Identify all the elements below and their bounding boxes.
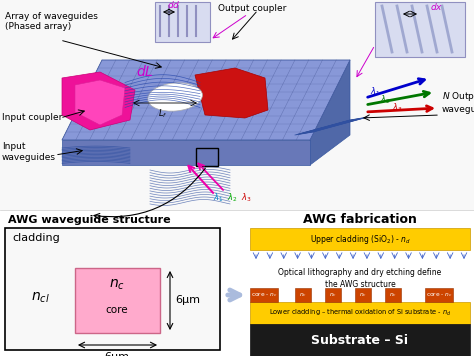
Bar — [196, 148, 218, 166]
Text: Input
waveguides: Input waveguides — [2, 142, 56, 162]
Text: $n_c$: $n_c$ — [329, 291, 337, 299]
Polygon shape — [195, 68, 268, 118]
Text: $n_c$: $n_c$ — [299, 291, 307, 299]
Bar — [250, 324, 470, 356]
Bar — [0, 0, 474, 210]
Text: AWG fabrication: AWG fabrication — [303, 213, 417, 226]
Text: $\lambda_3$: $\lambda_3$ — [392, 101, 402, 114]
Bar — [295, 288, 311, 302]
Text: 6μm: 6μm — [175, 295, 200, 305]
Text: $\lambda_1$: $\lambda_1$ — [213, 191, 223, 204]
Bar — [5, 228, 220, 350]
Text: AWG waveguide structure: AWG waveguide structure — [8, 215, 171, 225]
Text: $N$ Output
waveguides: $N$ Output waveguides — [442, 90, 474, 114]
Bar — [250, 302, 470, 324]
FancyArrowPatch shape — [228, 290, 240, 300]
Text: $n_c$: $n_c$ — [359, 291, 367, 299]
Bar — [75, 268, 160, 333]
Text: $\lambda_1$: $\lambda_1$ — [370, 85, 381, 98]
Text: Array of waveguides
(Phased array): Array of waveguides (Phased array) — [5, 12, 98, 31]
Polygon shape — [310, 60, 350, 165]
Text: Input coupler: Input coupler — [2, 114, 63, 122]
Text: $\lambda_2$: $\lambda_2$ — [380, 93, 391, 105]
Bar — [425, 288, 453, 302]
Text: core - $n_c$: core - $n_c$ — [426, 290, 452, 299]
Text: Output coupler: Output coupler — [218, 4, 286, 13]
Text: $dx$: $dx$ — [430, 1, 443, 12]
Polygon shape — [75, 80, 125, 125]
Ellipse shape — [147, 83, 202, 111]
Text: Optical lithography and dry etching define
the AWG structure: Optical lithography and dry etching defi… — [278, 268, 442, 289]
Text: Substrate – Si: Substrate – Si — [311, 334, 409, 346]
Text: Upper cladding (SiO$_2$) - $n_d$: Upper cladding (SiO$_2$) - $n_d$ — [310, 232, 410, 246]
Text: core: core — [106, 305, 128, 315]
Text: cladding: cladding — [12, 233, 60, 243]
Text: $L_f$: $L_f$ — [158, 108, 168, 120]
Bar — [250, 288, 278, 302]
Text: $dd$: $dd$ — [167, 0, 181, 10]
Bar — [325, 288, 341, 302]
Text: core - $n_c$: core - $n_c$ — [251, 290, 277, 299]
Bar — [155, 2, 210, 42]
Bar — [250, 228, 470, 250]
Polygon shape — [62, 140, 310, 165]
Text: $\lambda_3$: $\lambda_3$ — [241, 191, 251, 204]
Text: $n_c$: $n_c$ — [389, 291, 397, 299]
Text: $dL$: $dL$ — [136, 64, 154, 79]
Bar — [385, 288, 401, 302]
Bar — [355, 288, 371, 302]
Text: $n_{cl}$: $n_{cl}$ — [31, 291, 49, 305]
Polygon shape — [62, 60, 350, 140]
Polygon shape — [62, 72, 135, 130]
Text: $\lambda_2$: $\lambda_2$ — [227, 191, 237, 204]
Text: Lower cladding – thermal oxidation of Si substrate - $n_d$: Lower cladding – thermal oxidation of Si… — [269, 308, 451, 318]
Bar — [375, 2, 465, 57]
Text: $n_c$: $n_c$ — [109, 278, 125, 292]
Text: 6μm: 6μm — [104, 352, 129, 356]
